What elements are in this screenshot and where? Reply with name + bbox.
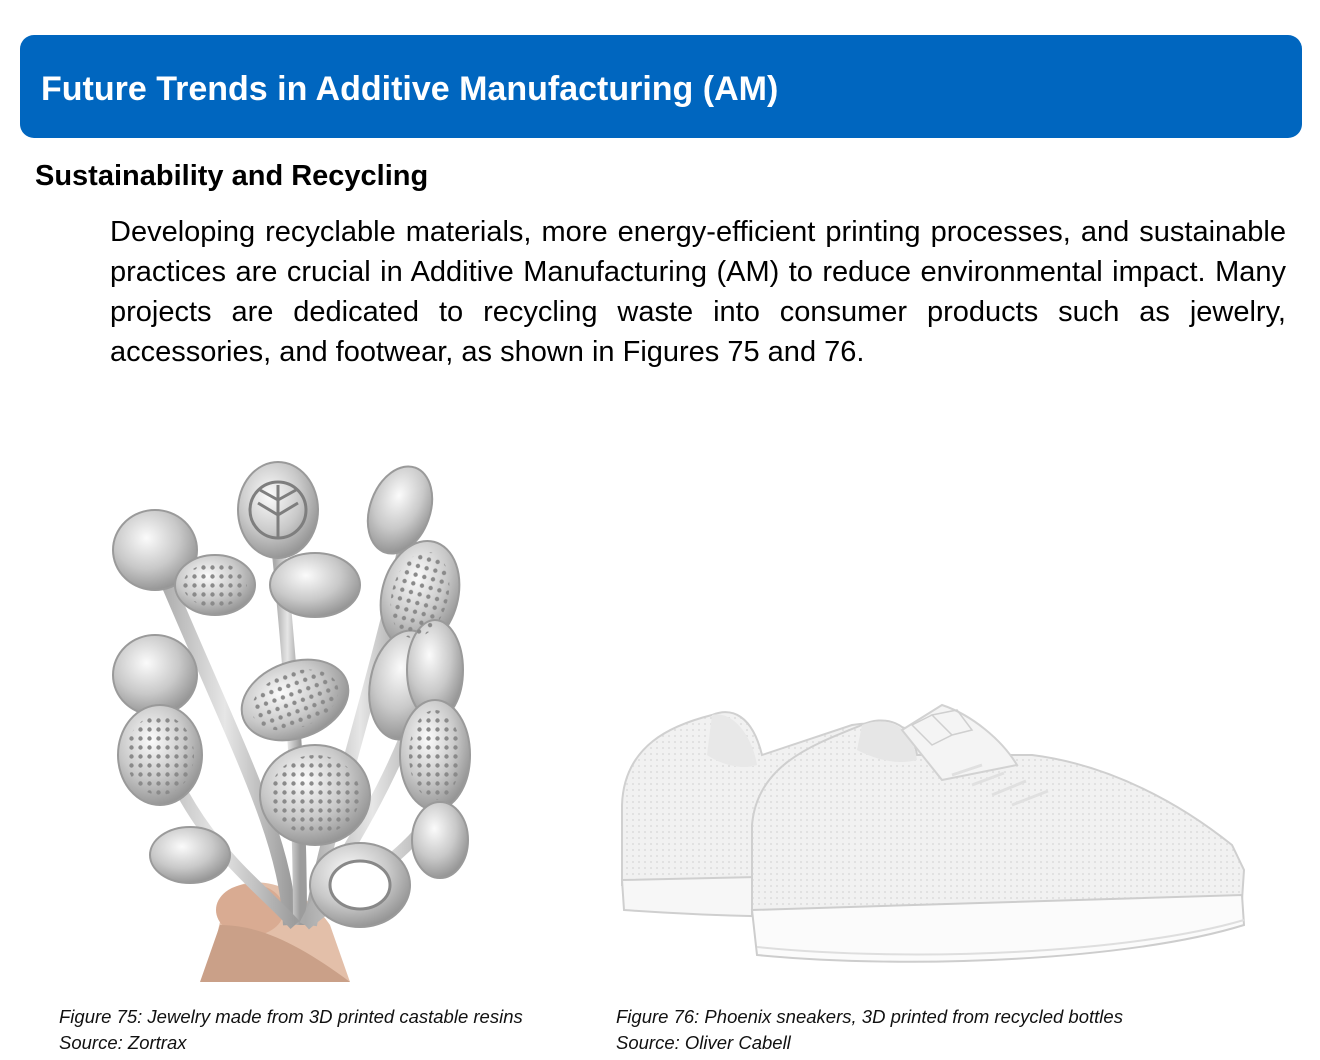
- sneakers-photo: [612, 685, 1252, 985]
- page-title: Future Trends in Additive Manufacturing …: [41, 70, 779, 108]
- figure-76-title: Figure 76: Phoenix sneakers, 3D printed …: [616, 1006, 1123, 1027]
- body-paragraph: Developing recyclable materials, more en…: [110, 216, 1286, 368]
- sneaker-icon: [620, 703, 1246, 963]
- figure-75-source: Source: Zortrax: [59, 1032, 187, 1053]
- figure-75-title: Figure 75: Jewelry made from 3D printed …: [59, 1006, 523, 1027]
- jewelry-photo: [100, 455, 485, 982]
- figure-75-caption: Figure 75: Jewelry made from 3D printed …: [59, 1004, 523, 1056]
- figure-76-source: Source: Oliver Cabell: [616, 1032, 791, 1053]
- figure-76-caption: Figure 76: Phoenix sneakers, 3D printed …: [616, 1004, 1123, 1056]
- jewelry-icon: [112, 461, 471, 982]
- title-banner: Future Trends in Additive Manufacturing …: [20, 35, 1302, 138]
- section-heading: Sustainability and Recycling: [35, 160, 429, 192]
